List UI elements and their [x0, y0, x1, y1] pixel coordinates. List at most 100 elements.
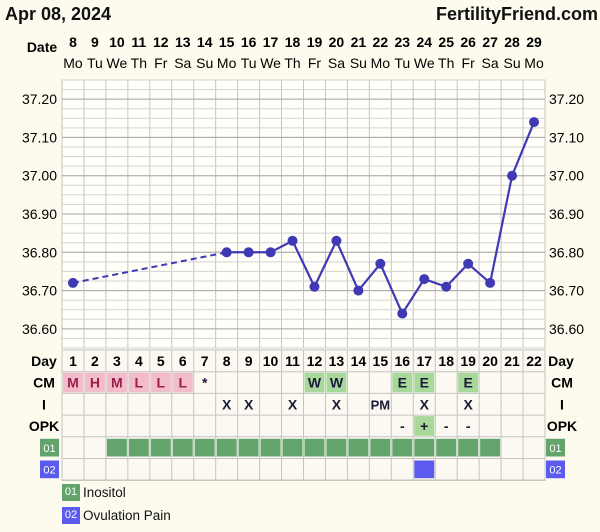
temperature-point [221, 247, 232, 258]
y-tick-label-right: 37.10 [549, 129, 584, 145]
date-label: 29 [526, 34, 542, 50]
temperature-point [485, 277, 496, 288]
cycle-day-label: 19 [460, 353, 476, 369]
row-label-left-i: I [42, 396, 46, 412]
date-label: 20 [329, 34, 345, 50]
row-cell-cm: L [157, 375, 166, 391]
row-cell-i: X [463, 396, 473, 412]
cm-cell-bg [128, 372, 149, 393]
temperature-point [309, 281, 320, 292]
custom-row-mark [348, 438, 369, 457]
weekday-label: Tu [87, 55, 103, 71]
weekday-label: Th [131, 55, 147, 71]
cycle-day-label: 16 [395, 353, 411, 369]
custom-row-mark [414, 460, 435, 479]
cycle-day-label: 17 [416, 353, 432, 369]
row-cell-opk: - [444, 418, 449, 434]
y-tick-label-left: 36.70 [22, 283, 57, 299]
row-label-left-cm: CM [33, 375, 55, 391]
custom-row-badge-right [546, 438, 565, 457]
temperature-point [243, 247, 254, 258]
row-cell-cm: W [308, 375, 322, 391]
weekday-label: Th [438, 55, 454, 71]
weekday-label: Fr [154, 55, 168, 71]
legend-item-inositol: 01 Inositol [62, 484, 126, 501]
row-cell-cm: L [135, 375, 144, 391]
y-tick-label-right: 36.80 [549, 244, 584, 260]
custom-row-mark [458, 438, 479, 457]
y-tick-label-right: 37.00 [549, 168, 584, 184]
y-tick-label-right: 36.60 [549, 321, 584, 337]
date-label: 27 [482, 34, 498, 50]
temperature-point [529, 117, 540, 128]
cm-cell-bg [172, 372, 193, 393]
legend-swatch-02: 02 [62, 507, 80, 524]
y-tick-label-left: 37.10 [22, 129, 57, 145]
custom-row-mark [480, 438, 501, 457]
date-label: 11 [131, 34, 146, 50]
cm-cell-bg [84, 372, 105, 393]
weekday-label: Sa [328, 55, 345, 71]
y-tick-label-left: 37.00 [22, 168, 57, 184]
cycle-day-label: 4 [135, 353, 143, 369]
date-label: 8 [69, 34, 77, 50]
weekday-label: Tu [394, 55, 410, 71]
weekday-label: Fr [308, 55, 322, 71]
custom-row-badge-right [546, 460, 565, 479]
cycle-day-label: 20 [482, 353, 498, 369]
cm-cell-bg [150, 372, 171, 393]
row-cell-opk: - [400, 418, 405, 434]
custom-row-mark [172, 438, 193, 457]
row-cell-i: X [222, 396, 232, 412]
temperature-point [265, 247, 276, 258]
cycle-day-label: 11 [285, 353, 300, 369]
custom-row-mark [216, 438, 237, 457]
weekday-label: We [414, 55, 435, 71]
cycle-day-label: 2 [91, 353, 99, 369]
date-label: 12 [153, 34, 169, 50]
cycle-day-label: 3 [113, 353, 121, 369]
temperature-line-segment [291, 240, 316, 288]
y-tick-label-right: 36.90 [549, 206, 584, 222]
temperature-line-segment [335, 240, 360, 292]
temperature-line-segment [357, 263, 382, 292]
cycle-day-label: 9 [245, 353, 253, 369]
y-tick-label-right: 37.20 [549, 91, 584, 107]
row-cell-i: PM [371, 397, 391, 412]
temperature-point [375, 258, 386, 269]
custom-row-code-left: 01 [43, 443, 55, 455]
y-tick-label-left: 36.60 [22, 321, 57, 337]
custom-row-mark [238, 438, 259, 457]
weekday-label: Fr [462, 55, 476, 71]
cycle-day-label: 22 [526, 353, 542, 369]
weekday-label: We [260, 55, 281, 71]
weekday-label: Su [350, 55, 367, 71]
date-label: 19 [307, 34, 323, 50]
temperature-line-dashed [72, 251, 227, 284]
legend-item-ovulation-pain: 02 Ovulation Pain [62, 507, 171, 524]
weekday-label: Mo [524, 55, 544, 71]
row-cell-cm: E [463, 375, 472, 391]
date-label: 9 [91, 34, 99, 50]
weekday-label: Mo [63, 55, 83, 71]
cm-cell-bg [326, 372, 347, 393]
temperature-line-segment [379, 263, 404, 314]
weekday-label: Tu [241, 55, 257, 71]
cycle-day-label: 1 [69, 353, 77, 369]
temperature-point [353, 285, 364, 296]
row-cell-cm: E [398, 375, 407, 391]
day-row-label-left: Day [31, 353, 57, 369]
row-label-left-opk: OPK [29, 418, 59, 434]
temperature-point [463, 258, 474, 269]
weekday-label: Su [196, 55, 213, 71]
weekday-label: Su [504, 55, 521, 71]
row-label-right-opk: OPK [547, 418, 577, 434]
legend-label-ovulation-pain: Ovulation Pain [83, 508, 171, 523]
site-name[interactable]: FertilityFriend.com [435, 4, 598, 24]
temperature-line-segment [401, 278, 426, 315]
custom-row-mark [392, 438, 413, 457]
temperature-point [67, 277, 78, 288]
weekday-label: We [107, 55, 128, 71]
date-label: 17 [263, 34, 279, 50]
date-label: 26 [460, 34, 476, 50]
